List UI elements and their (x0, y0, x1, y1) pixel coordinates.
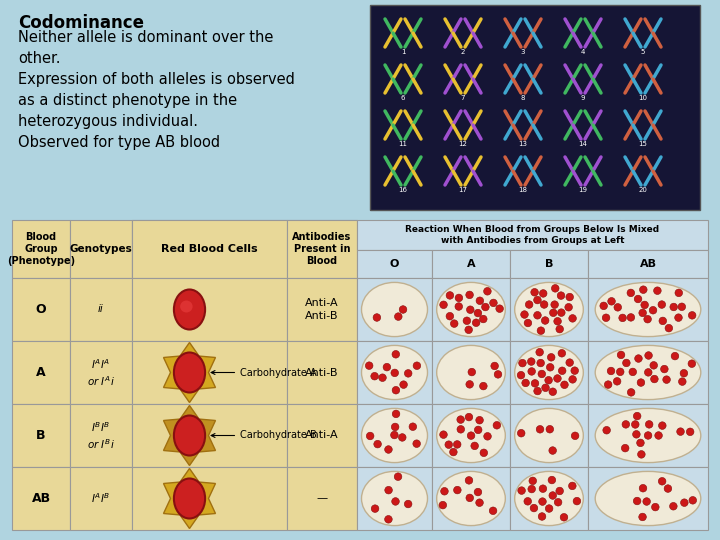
Circle shape (446, 313, 454, 320)
Text: 13: 13 (518, 141, 528, 147)
Text: 11: 11 (398, 141, 408, 147)
Circle shape (536, 426, 544, 433)
Circle shape (617, 351, 625, 359)
Circle shape (518, 487, 526, 495)
FancyBboxPatch shape (132, 278, 287, 341)
Circle shape (546, 426, 554, 433)
Circle shape (664, 485, 672, 492)
FancyBboxPatch shape (287, 220, 357, 278)
Circle shape (566, 359, 574, 367)
Circle shape (494, 370, 502, 378)
Text: Anti-B: Anti-B (305, 368, 338, 377)
Circle shape (465, 326, 472, 334)
Circle shape (654, 431, 662, 440)
Circle shape (659, 422, 666, 429)
Circle shape (678, 303, 685, 310)
Circle shape (468, 368, 476, 376)
Circle shape (556, 325, 564, 333)
Circle shape (496, 305, 503, 313)
Circle shape (649, 306, 657, 314)
Circle shape (440, 431, 447, 438)
Circle shape (644, 431, 652, 439)
FancyBboxPatch shape (12, 467, 70, 530)
Circle shape (392, 410, 400, 418)
Circle shape (526, 301, 533, 308)
FancyBboxPatch shape (510, 278, 588, 341)
Circle shape (634, 295, 642, 303)
Circle shape (554, 498, 562, 506)
Circle shape (566, 293, 574, 301)
Ellipse shape (361, 282, 428, 336)
FancyBboxPatch shape (70, 278, 132, 341)
Circle shape (629, 368, 636, 376)
Circle shape (474, 309, 482, 317)
Circle shape (455, 294, 463, 302)
Text: Genotypes: Genotypes (70, 244, 132, 254)
Circle shape (538, 370, 546, 378)
Text: 14: 14 (579, 141, 588, 147)
Ellipse shape (174, 415, 205, 456)
Circle shape (627, 314, 635, 321)
Circle shape (474, 426, 482, 434)
Circle shape (639, 513, 647, 521)
FancyBboxPatch shape (432, 467, 510, 530)
Circle shape (551, 301, 559, 308)
Circle shape (539, 498, 546, 505)
Circle shape (636, 439, 644, 447)
Circle shape (413, 440, 420, 448)
Circle shape (518, 359, 526, 367)
Text: A: A (36, 366, 46, 379)
Circle shape (622, 421, 629, 428)
Text: $I^{A}I^{A}$
or $I^{A}i$: $I^{A}I^{A}$ or $I^{A}i$ (87, 357, 115, 388)
FancyBboxPatch shape (432, 250, 510, 278)
Circle shape (524, 497, 531, 505)
Circle shape (465, 477, 473, 484)
Circle shape (373, 314, 381, 321)
Circle shape (454, 487, 462, 494)
Circle shape (484, 433, 491, 440)
Circle shape (554, 318, 562, 325)
Circle shape (564, 303, 572, 311)
Circle shape (466, 494, 474, 502)
FancyBboxPatch shape (588, 341, 708, 404)
Text: AB: AB (639, 259, 657, 269)
Circle shape (534, 387, 541, 395)
Circle shape (644, 352, 652, 359)
Circle shape (541, 317, 549, 325)
Ellipse shape (436, 346, 505, 400)
Circle shape (531, 380, 539, 387)
Circle shape (654, 287, 661, 294)
Circle shape (688, 360, 696, 368)
Circle shape (399, 306, 407, 313)
Text: 15: 15 (639, 141, 647, 147)
Circle shape (413, 362, 420, 369)
FancyBboxPatch shape (370, 5, 700, 210)
Circle shape (384, 487, 392, 494)
Circle shape (537, 327, 545, 334)
Text: 6: 6 (401, 95, 405, 101)
Circle shape (374, 440, 382, 448)
Circle shape (639, 286, 647, 293)
Circle shape (480, 382, 487, 390)
Circle shape (627, 289, 634, 296)
Ellipse shape (361, 471, 428, 525)
Ellipse shape (436, 408, 505, 463)
FancyBboxPatch shape (357, 467, 432, 530)
Ellipse shape (515, 408, 583, 463)
Ellipse shape (595, 471, 701, 525)
Circle shape (493, 422, 500, 429)
Text: 17: 17 (459, 187, 467, 193)
Text: 20: 20 (639, 187, 647, 193)
Circle shape (644, 315, 652, 323)
Ellipse shape (436, 471, 505, 525)
Circle shape (530, 504, 538, 512)
Circle shape (643, 498, 650, 505)
Circle shape (466, 381, 474, 388)
Circle shape (680, 499, 688, 507)
Circle shape (545, 376, 552, 384)
Circle shape (391, 369, 399, 377)
Text: Red Blood Cells: Red Blood Cells (161, 244, 258, 254)
Circle shape (379, 374, 387, 381)
Circle shape (366, 432, 374, 440)
